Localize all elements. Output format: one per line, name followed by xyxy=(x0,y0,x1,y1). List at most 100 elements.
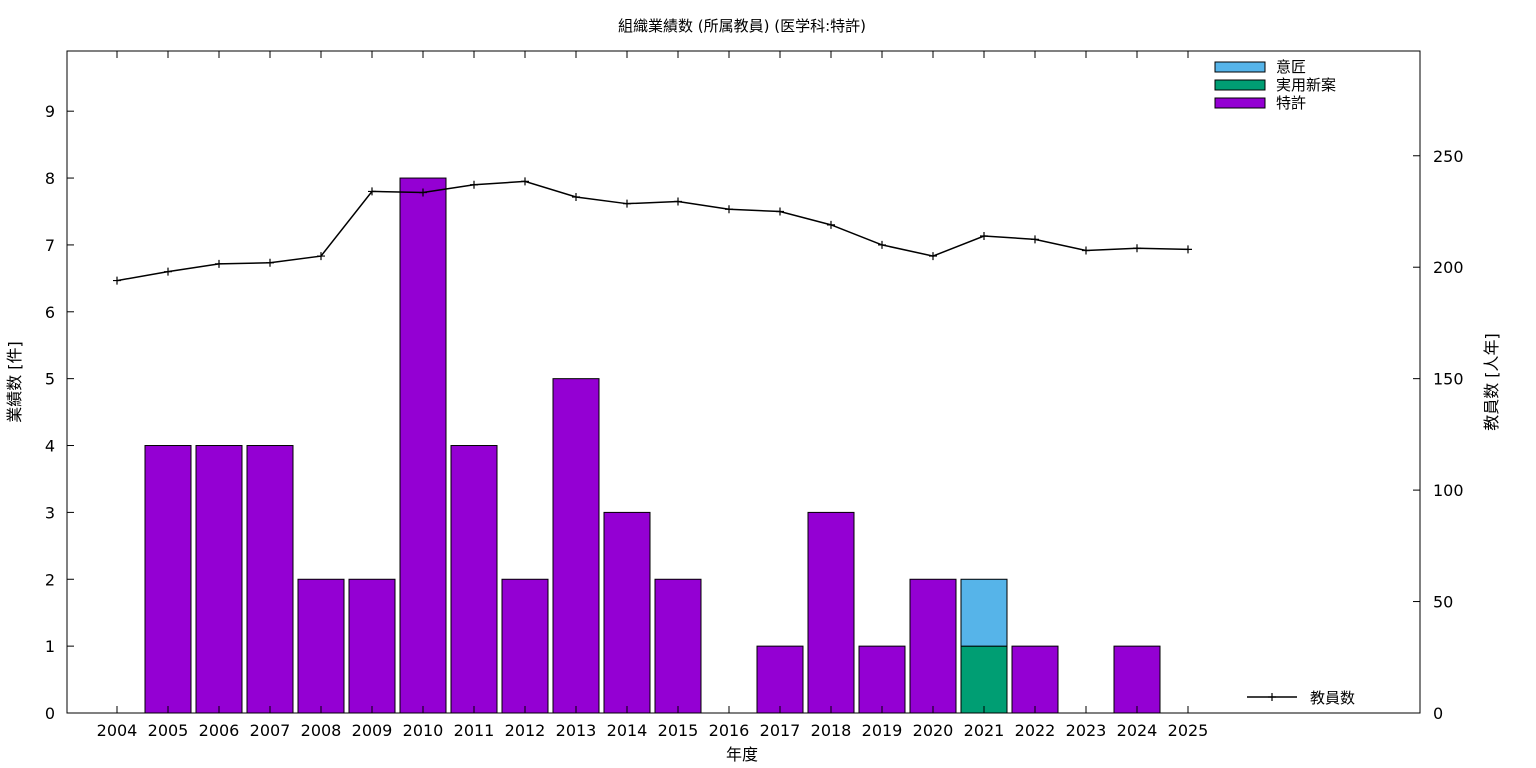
y-tick-label: 2 xyxy=(45,570,55,589)
line-point-2019 xyxy=(878,240,886,249)
bar-2024-series-0 xyxy=(1113,645,1161,714)
bar-2005-series-0 xyxy=(144,445,192,714)
y2-tick-label: 100 xyxy=(1433,481,1464,500)
line-point-2021 xyxy=(980,232,988,241)
legend-line-marker xyxy=(1268,693,1276,701)
y-axis-right: 0 50 100 150 200 250 xyxy=(1413,147,1464,723)
line-layer xyxy=(113,177,1192,285)
x-tick-label: 2009 xyxy=(352,721,393,740)
bar-2007-series-0 xyxy=(246,445,294,714)
y2-tick-label: 200 xyxy=(1433,258,1464,277)
x-tick-label: 2023 xyxy=(1066,721,1107,740)
x-tick-label: 2013 xyxy=(556,721,597,740)
bar-2014-series-0 xyxy=(603,511,651,714)
bar-2010-series-0 xyxy=(399,177,447,714)
line-point-2020 xyxy=(929,252,937,261)
line-point-2010 xyxy=(419,188,427,197)
x-tick-label: 2019 xyxy=(862,721,903,740)
line-faculty-count xyxy=(116,180,1189,282)
line-point-2015 xyxy=(674,197,682,206)
x-tick-label: 2007 xyxy=(250,721,291,740)
x-tick-label: 2021 xyxy=(964,721,1005,740)
y-tick-label: 8 xyxy=(45,169,55,188)
legend-swatch xyxy=(1214,61,1266,73)
y-tick-label: 5 xyxy=(45,370,55,389)
bar-2011-series-0 xyxy=(450,445,498,714)
y-axis-left: 0 1 2 3 4 5 6 7 8 9 xyxy=(45,102,74,723)
line-point-2023 xyxy=(1082,246,1090,255)
line-point-2022 xyxy=(1031,235,1039,244)
x-tick-label: 2022 xyxy=(1015,721,1056,740)
bars-layer xyxy=(144,177,1161,714)
y-tick-label: 4 xyxy=(45,437,55,456)
chart-title: 組織業績数 (所属教員) (医学科:特許) xyxy=(618,17,866,35)
x-axis: 2004 2005 2006 2007 2008 2009 2010 2011 2012 2013… xyxy=(97,51,1209,740)
x-tick-label: 2016 xyxy=(709,721,750,740)
legend-label: 特許 xyxy=(1276,94,1306,112)
bar-2015-series-0 xyxy=(654,578,702,714)
x-tick-label: 2010 xyxy=(403,721,444,740)
legend-label: 実用新案 xyxy=(1276,76,1336,94)
line-point-2008 xyxy=(317,252,325,261)
line-point-2024 xyxy=(1133,244,1141,253)
line-point-2017 xyxy=(776,207,784,216)
bar-2021-series-2 xyxy=(960,578,1008,647)
x-tick-label: 2004 xyxy=(97,721,138,740)
x-tick-label: 2006 xyxy=(199,721,240,740)
line-point-2012 xyxy=(521,177,529,186)
line-point-2014 xyxy=(623,199,631,208)
bar-2018-series-0 xyxy=(807,511,855,714)
line-point-2004 xyxy=(113,276,121,285)
bar-2012-series-0 xyxy=(501,578,549,714)
line-point-2007 xyxy=(266,258,274,267)
line-point-2025 xyxy=(1184,245,1192,254)
y2-tick-label: 250 xyxy=(1433,147,1464,166)
x-tick-label: 2025 xyxy=(1168,721,1209,740)
line-point-2016 xyxy=(725,205,733,214)
bar-2021-series-1 xyxy=(960,645,1008,714)
bar-2017-series-0 xyxy=(756,645,804,714)
bar-2009-series-0 xyxy=(348,578,396,714)
x-tick-label: 2015 xyxy=(658,721,699,740)
y2-tick-label: 150 xyxy=(1433,370,1464,389)
x-tick-label: 2005 xyxy=(148,721,189,740)
x-axis-label: 年度 xyxy=(726,745,758,764)
bar-2022-series-0 xyxy=(1011,645,1059,714)
x-tick-label: 2011 xyxy=(454,721,495,740)
bar-2019-series-0 xyxy=(858,645,906,714)
legend-label: 意匠 xyxy=(1276,58,1306,76)
plot-frame xyxy=(66,50,1421,714)
x-tick-label: 2008 xyxy=(301,721,342,740)
y-tick-label: 3 xyxy=(45,503,55,522)
x-tick-label: 2012 xyxy=(505,721,546,740)
y2-tick-label: 50 xyxy=(1433,593,1453,612)
line-point-2009 xyxy=(368,187,376,196)
line-point-2005 xyxy=(164,267,172,276)
x-tick-label: 2020 xyxy=(913,721,954,740)
bar-2006-series-0 xyxy=(195,445,243,714)
bar-2013-series-0 xyxy=(552,378,600,714)
legend-swatch xyxy=(1214,97,1266,109)
y-tick-label: 7 xyxy=(45,236,55,255)
y2-axis-label: 教員数 [人年] xyxy=(1482,333,1501,431)
x-tick-label: 2018 xyxy=(811,721,852,740)
y-tick-label: 6 xyxy=(45,303,55,322)
y-tick-label: 0 xyxy=(45,704,55,723)
y-tick-label: 9 xyxy=(45,102,55,121)
y-axis-label: 業績数 [件] xyxy=(5,341,24,423)
bar-2020-series-0 xyxy=(909,578,957,714)
line-point-2011 xyxy=(470,180,478,189)
line-point-2013 xyxy=(572,192,580,201)
legend-label-line: 教員数 xyxy=(1310,689,1355,707)
x-tick-label: 2024 xyxy=(1117,721,1158,740)
x-tick-label: 2014 xyxy=(607,721,648,740)
bar-2008-series-0 xyxy=(297,578,345,714)
y2-tick-label: 0 xyxy=(1433,704,1443,723)
x-tick-label: 2017 xyxy=(760,721,801,740)
legend-swatch xyxy=(1214,79,1266,91)
line-point-2006 xyxy=(215,259,223,268)
line-point-2018 xyxy=(827,220,835,229)
y-tick-label: 1 xyxy=(45,637,55,656)
